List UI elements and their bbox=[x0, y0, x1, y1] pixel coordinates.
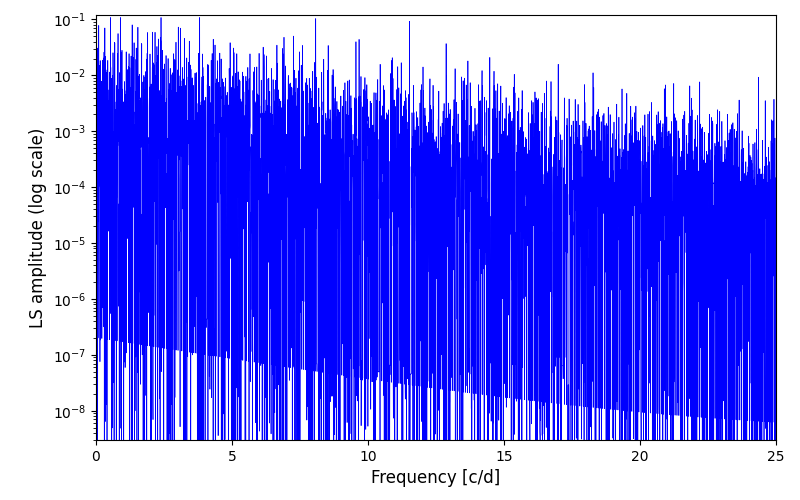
X-axis label: Frequency [c/d]: Frequency [c/d] bbox=[371, 470, 501, 488]
Y-axis label: LS amplitude (log scale): LS amplitude (log scale) bbox=[30, 128, 47, 328]
